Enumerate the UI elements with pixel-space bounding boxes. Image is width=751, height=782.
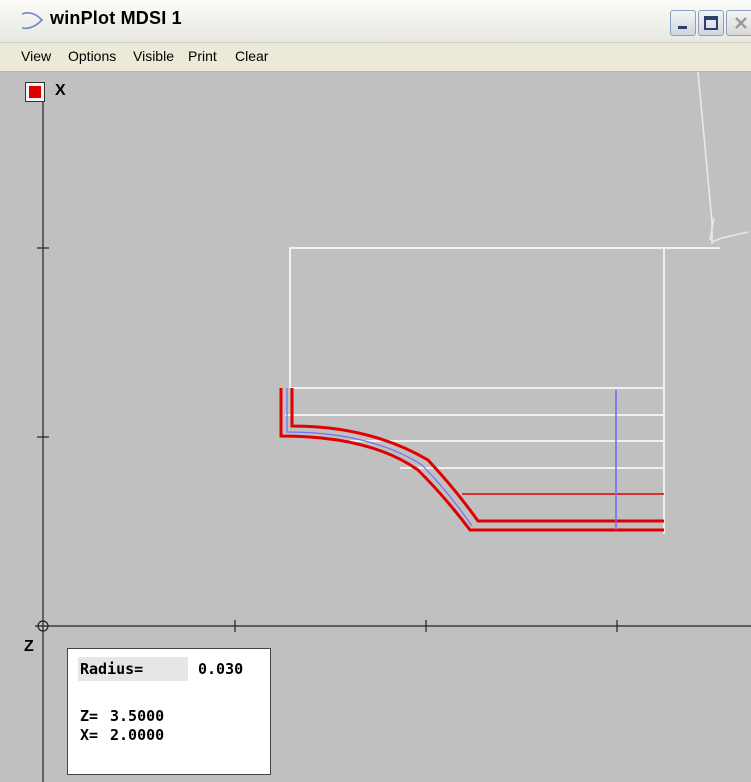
info-panel: Radius= 0.030 Z= 3.5000 X= 2.0000 — [67, 648, 271, 775]
x-coordinate-value: 2.0000 — [110, 726, 165, 744]
tool-approach-path — [697, 72, 749, 244]
x-series-color-swatch — [29, 86, 41, 98]
title-bar[interactable]: winPlot MDSI 1 — [0, 0, 751, 43]
x-series-toggle[interactable] — [25, 82, 45, 102]
tool-marker-path — [286, 388, 617, 530]
minimize-icon — [678, 26, 687, 29]
plot-canvas[interactable] — [0, 72, 751, 782]
minimize-button[interactable] — [670, 10, 696, 36]
menu-view[interactable]: View — [21, 48, 52, 64]
radius-label: Radius= — [78, 657, 188, 681]
radius-value: 0.030 — [198, 660, 244, 678]
menu-visible[interactable]: Visible — [133, 48, 174, 64]
plot-drawing — [35, 72, 751, 782]
menu-clear[interactable]: Clear — [235, 48, 269, 64]
x-coordinate-row: X= 2.0000 — [80, 726, 164, 744]
maximize-button[interactable] — [698, 10, 724, 36]
z-coordinate-row: Z= 3.5000 — [80, 707, 164, 725]
x-coordinate-label: X= — [80, 726, 99, 744]
menu-options[interactable]: Options — [68, 48, 117, 64]
x-axis-label: X — [55, 82, 66, 99]
stock-outline — [285, 247, 720, 534]
close-icon — [735, 17, 747, 29]
z-axis-label: Z — [24, 638, 34, 655]
z-coordinate-label: Z= — [80, 707, 99, 725]
menu-print[interactable]: Print — [188, 48, 217, 64]
toolpath — [279, 388, 664, 532]
close-button[interactable] — [726, 10, 751, 36]
window-title: winPlot MDSI 1 — [50, 8, 182, 28]
maximize-icon — [704, 16, 718, 30]
origin-marker — [37, 620, 49, 632]
menu-bar: View Options Visible Print Clear — [0, 43, 751, 72]
z-coordinate-value: 3.5000 — [110, 707, 165, 725]
winplot-app-icon — [21, 12, 44, 30]
